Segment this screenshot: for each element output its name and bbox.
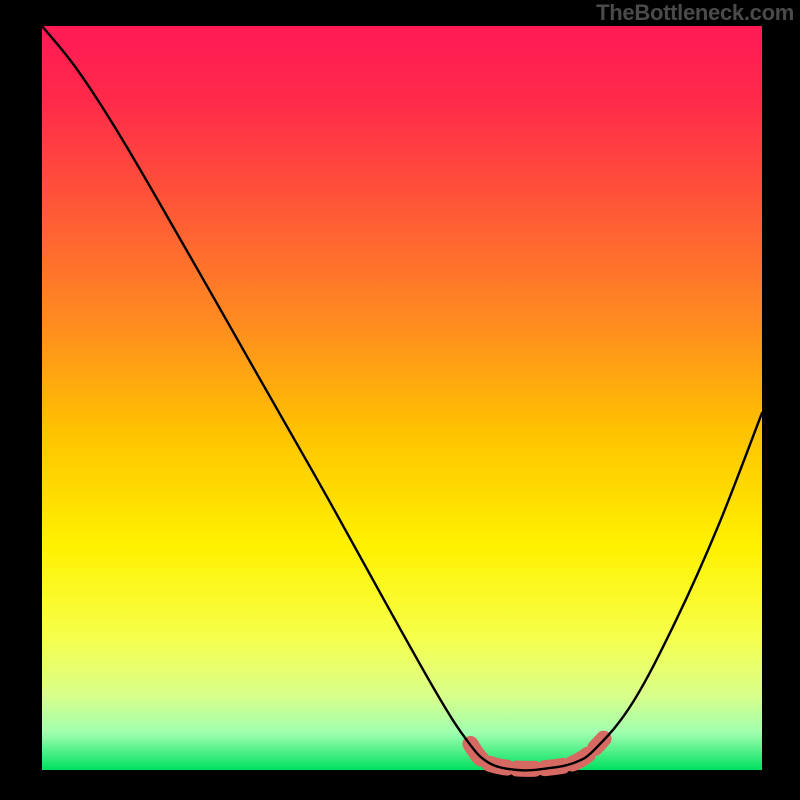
bottleneck-chart bbox=[0, 0, 800, 800]
plot-background bbox=[42, 26, 762, 770]
watermark-text: TheBottleneck.com bbox=[596, 0, 794, 26]
chart-container: TheBottleneck.com bbox=[0, 0, 800, 800]
